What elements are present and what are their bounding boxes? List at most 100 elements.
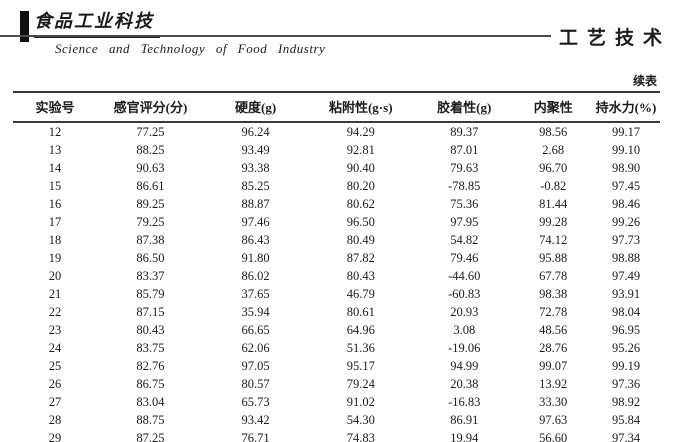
table-cell: 97.49 (611, 269, 641, 283)
table-cell: 19.94 (414, 429, 515, 442)
table-cell: 94.99 (450, 359, 479, 373)
table-cell: 72.78 (539, 305, 568, 319)
table-cell: 88.87 (241, 197, 270, 211)
table-row: 16 89.25 88.87 80.62 75.36 81.44 98.46 (13, 195, 660, 213)
column-header: 实验号 (13, 91, 98, 123)
journal-logo-chinese: 食品工业科技 (34, 7, 160, 38)
table-cell: 19 (48, 251, 62, 265)
column-header: 内聚性 (514, 91, 593, 123)
table-cell: 25 (48, 359, 62, 373)
table-cell: 80.57 (241, 377, 270, 391)
table-cell: 54.30 (346, 413, 375, 427)
table-cell: 97.46 (241, 215, 270, 229)
table-cell: 98.90 (611, 161, 641, 175)
table-cell: 82.76 (136, 359, 165, 373)
table-cell: 93.91 (611, 287, 641, 301)
table-cell: 48.56 (539, 323, 568, 337)
table-cell: 96.24 (241, 125, 270, 139)
table-cell: 12 (48, 125, 62, 139)
table-cell: 99.26 (611, 215, 641, 229)
table-cell: 80.43 (346, 269, 375, 283)
table-cell: 64.96 (346, 323, 375, 337)
table-cell: 23 (48, 323, 62, 337)
table-cell: 24 (48, 341, 62, 355)
table-cell: 91.02 (346, 395, 375, 409)
table-cell: 98.46 (611, 197, 641, 211)
table-cell: 96.50 (346, 215, 375, 229)
table-cell: 13.92 (539, 377, 568, 391)
table-cell: 79.63 (450, 161, 479, 175)
table-cell: 83.37 (136, 269, 165, 283)
table-cell: 18 (48, 233, 62, 247)
table-cell: 98.56 (539, 125, 568, 139)
table-cell: 17 (48, 215, 62, 229)
table-cell: 97.45 (611, 179, 641, 193)
table-cell: 93.42 (241, 413, 270, 427)
table-cell: 88.75 (136, 413, 165, 427)
logo-bar (20, 11, 29, 42)
table-cell: 22 (48, 305, 62, 319)
table-cell: 97.73 (611, 233, 641, 247)
table-cell: 85.25 (241, 179, 270, 193)
table-cell: 16 (48, 197, 62, 211)
table-cell: -19.06 (448, 341, 481, 355)
table-cell: 97.95 (450, 215, 479, 229)
table-cell: 79.46 (450, 251, 479, 265)
table-cell: 79.25 (136, 215, 165, 229)
table-cell: 85.79 (136, 287, 165, 301)
table-row: 13 88.25 93.49 92.81 87.01 2.68 99.10 (13, 141, 660, 159)
table-cell: 98.92 (611, 395, 641, 409)
section-title: 工艺技术 (558, 28, 671, 49)
table-row: 21 85.79 37.65 46.79 -60.83 98.38 93.91 (13, 285, 660, 303)
table-row: 25 82.76 97.05 95.17 94.99 99.07 99.19 (13, 357, 660, 375)
table-row: 23 80.43 66.65 64.96 3.08 48.56 96.95 (13, 321, 660, 339)
table-cell: 65.73 (241, 395, 270, 409)
column-header: 胶着性(g) (414, 91, 515, 123)
table-row: 19 86.50 91.80 87.82 79.46 95.88 98.88 (13, 249, 660, 267)
header-divider (0, 35, 551, 37)
table-cell: 87.38 (136, 233, 165, 247)
table-cell: 99.17 (611, 125, 641, 139)
table-cell: 33.30 (539, 395, 568, 409)
column-header: 感官评分(分) (97, 91, 204, 123)
table-cell: 87.82 (346, 251, 375, 265)
table-cell: -0.82 (540, 179, 567, 193)
table-row: 29 87.25 76.71 74.83 19.94 56.60 97.34 (13, 429, 660, 442)
table-cell: 93.38 (241, 161, 270, 175)
table-cell: 21 (48, 287, 62, 301)
table-cell: 92.81 (346, 143, 375, 157)
table-cell: 81.44 (539, 197, 568, 211)
table-cell: 95.26 (611, 341, 641, 355)
table-cell: 20.38 (450, 377, 479, 391)
table-cell: 79.24 (346, 377, 375, 391)
table-cell: 87.15 (136, 305, 165, 319)
table-cell: -60.83 (448, 287, 481, 301)
table-cell: 99.19 (611, 359, 641, 373)
table-head: 实验号 感官评分(分) 硬度(g) 粘附性(g·s) 胶着性(g) 内聚性 持水力(%) (13, 91, 660, 123)
table-row: 20 83.37 86.02 80.43 -44.60 67.78 97.49 (13, 267, 660, 285)
table-row: 18 87.38 86.43 80.49 54.82 74.12 97.73 (13, 231, 660, 249)
table-cell: 51.36 (346, 341, 375, 355)
table-cell: 90.40 (346, 161, 375, 175)
table-cell: 87.25 (97, 429, 204, 442)
table-cell: 80.43 (136, 323, 165, 337)
table-cell: 97.05 (241, 359, 270, 373)
table-row: 26 86.75 80.57 79.24 20.38 13.92 97.36 (13, 375, 660, 393)
column-header: 持水力(%) (592, 91, 660, 123)
table-cell: 37.65 (241, 287, 270, 301)
table-cell: 87.01 (450, 143, 479, 157)
table-cell: 98.04 (611, 305, 641, 319)
table-cell: 15 (48, 179, 62, 193)
table-cell: 83.75 (136, 341, 165, 355)
table-cell: 80.61 (346, 305, 375, 319)
table-cell: 28 (48, 413, 62, 427)
table-row: 12 77.25 96.24 94.29 89.37 98.56 99.17 (13, 122, 660, 141)
table-cell: 35.94 (241, 305, 270, 319)
table-cell: 86.91 (450, 413, 479, 427)
table-cell: 83.04 (136, 395, 165, 409)
table-cell: 90.63 (136, 161, 165, 175)
table-row: 28 88.75 93.42 54.30 86.91 97.63 95.84 (13, 411, 660, 429)
table-cell: -16.83 (448, 395, 481, 409)
table-cell: 99.28 (539, 215, 568, 229)
